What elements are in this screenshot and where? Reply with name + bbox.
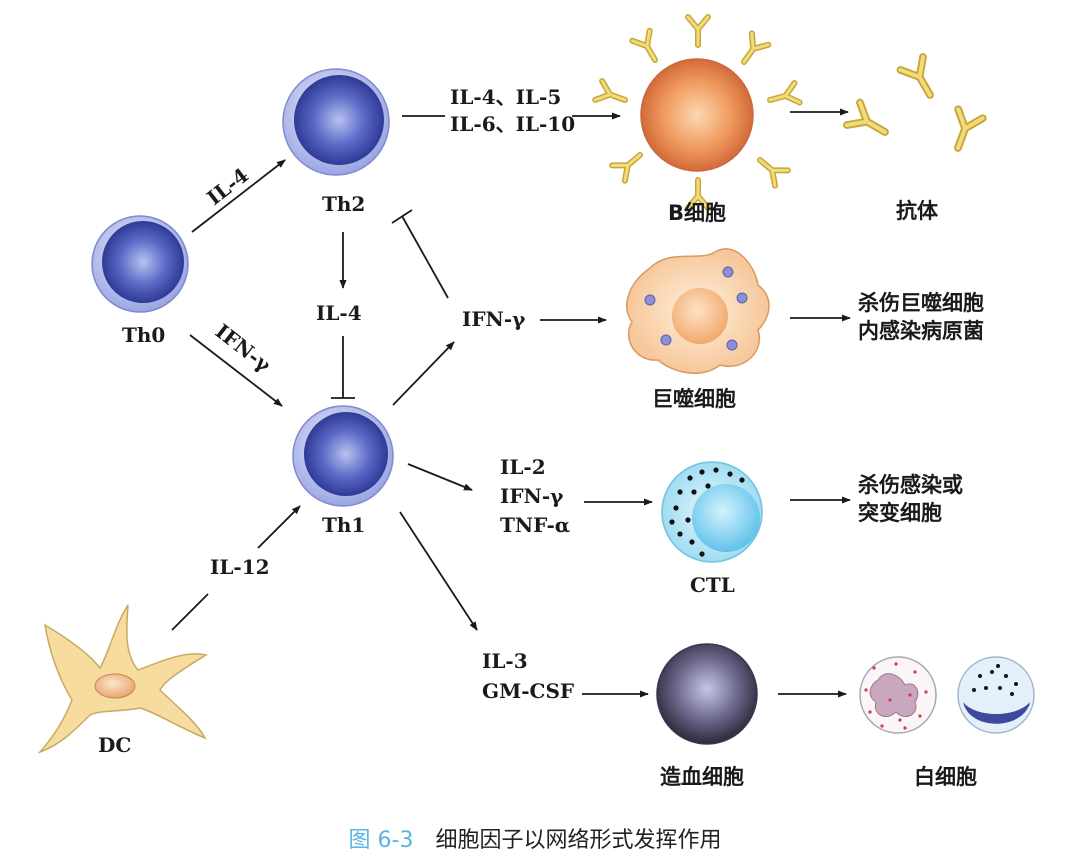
- ctl-label: CTL: [690, 573, 735, 597]
- edge-th0-th2: [191, 159, 286, 233]
- th2-b-cytokine-line2: IL-6、IL-10: [450, 112, 575, 136]
- th1-label: Th1: [322, 513, 365, 537]
- ctl-outcome-line1: 杀伤感染或: [858, 473, 963, 497]
- edge-th1-hema-cytokines: [399, 511, 478, 631]
- leukocyte-cells: [859, 656, 1035, 734]
- th1-hema-cytokine-line1: IL-3: [482, 649, 528, 673]
- th1-ifn-label: IFN-γ: [462, 307, 526, 331]
- th2-b-cytokine-line1: IL-4、IL-5: [450, 85, 561, 109]
- macrophage-outcome-line2: 内感染病原菌: [858, 319, 984, 343]
- figure-caption: 图 6-3 细胞因子以网络形式发挥作用: [0, 822, 1070, 854]
- edge-dc-il12: [171, 593, 209, 631]
- edge-il12-th1: [257, 505, 301, 549]
- th1-ctl-cytokine-line3: TNF-α: [500, 513, 570, 537]
- dc-th1-cytokine-label: IL-12: [210, 555, 270, 579]
- th0-th1-cytokine-label: IFN-γ: [211, 319, 276, 377]
- edge-th1-ifn: [392, 341, 455, 406]
- dc-label: DC: [98, 733, 131, 757]
- macrophage-label: 巨噬细胞: [652, 387, 736, 411]
- macrophage-cell: [626, 248, 770, 374]
- th0-cell: [91, 215, 189, 313]
- th1-cell: [292, 405, 394, 507]
- antibody-label: 抗体: [896, 199, 939, 223]
- b-cell-label: B细胞: [668, 201, 726, 225]
- hematopoietic-label: 造血细胞: [660, 765, 744, 789]
- ctl-cell: [661, 461, 763, 563]
- th1-ctl-cytokine-line1: IL-2: [500, 455, 546, 479]
- th2-cell: [282, 68, 390, 176]
- th2-label: Th2: [322, 192, 365, 216]
- dendritic-cell: [37, 604, 208, 754]
- inhibit-bar-th2: [391, 209, 413, 224]
- th0-th2-cytokine-label: IL-4: [202, 163, 253, 210]
- macrophage-outcome-line1: 杀伤巨噬细胞: [858, 291, 984, 315]
- ctl-outcome-line2: 突变细胞: [858, 501, 942, 525]
- figure-number: 图 6-3: [348, 828, 414, 853]
- th1-hema-cytokine-line2: GM-CSF: [482, 679, 574, 703]
- leukocyte-label: 白细胞: [914, 765, 977, 789]
- th0-label: Th0: [122, 323, 165, 347]
- antibody-icon: [847, 57, 983, 152]
- figure-caption-text: 细胞因子以网络形式发挥作用: [435, 828, 722, 853]
- b-cell: [595, 17, 799, 208]
- edge-ifn-th2-inhibit: [401, 215, 449, 299]
- th1-ctl-cytokine-line2: IFN-γ: [500, 484, 564, 508]
- edge-th0-th1: [189, 334, 283, 407]
- hematopoietic-cell: [656, 643, 758, 745]
- th2-th1-il4-label: IL-4: [316, 301, 362, 325]
- edge-th1-ctl-cytokines: [407, 463, 473, 491]
